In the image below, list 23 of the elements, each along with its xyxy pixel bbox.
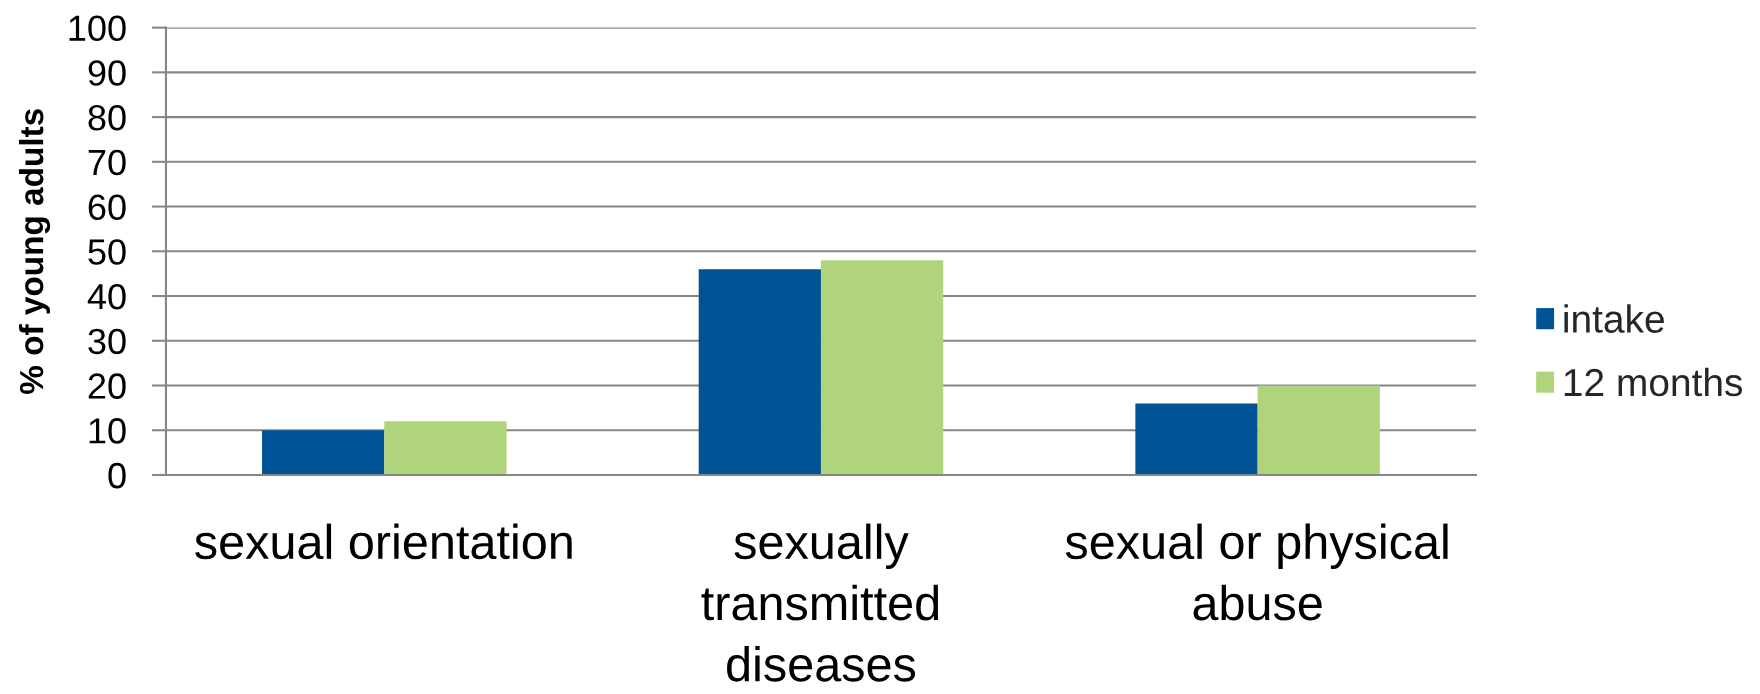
y-tick-label: 50 [88, 239, 126, 265]
x-tick-label: sexual or physical abuse [1065, 523, 1448, 621]
y-tick-label: 60 [88, 194, 126, 220]
y-tick-label: 0 [108, 462, 126, 489]
bar [698, 269, 821, 475]
y-tick-label: 80 [88, 104, 126, 131]
bar [1257, 385, 1380, 475]
bar [262, 430, 385, 475]
legend-label: 12 months [1564, 367, 1743, 397]
y-tick-label: 90 [88, 60, 126, 86]
y-tick-label: 40 [87, 283, 126, 310]
x-tick-label: sexually transmitted diseases [701, 523, 939, 682]
y-tick-label: 30 [88, 328, 126, 355]
y-tick-label: 10 [89, 418, 126, 444]
bar [384, 421, 507, 475]
y-tick-label: 20 [88, 373, 126, 399]
y-tick-label: 100 [69, 15, 126, 42]
x-tick-label: sexual orientation [195, 523, 572, 560]
y-axis-title: % of young adults [18, 109, 51, 394]
y-tick-label: 70 [88, 149, 126, 176]
bar [820, 260, 944, 475]
bar [1135, 403, 1258, 475]
legend-label: intake [1564, 304, 1664, 333]
